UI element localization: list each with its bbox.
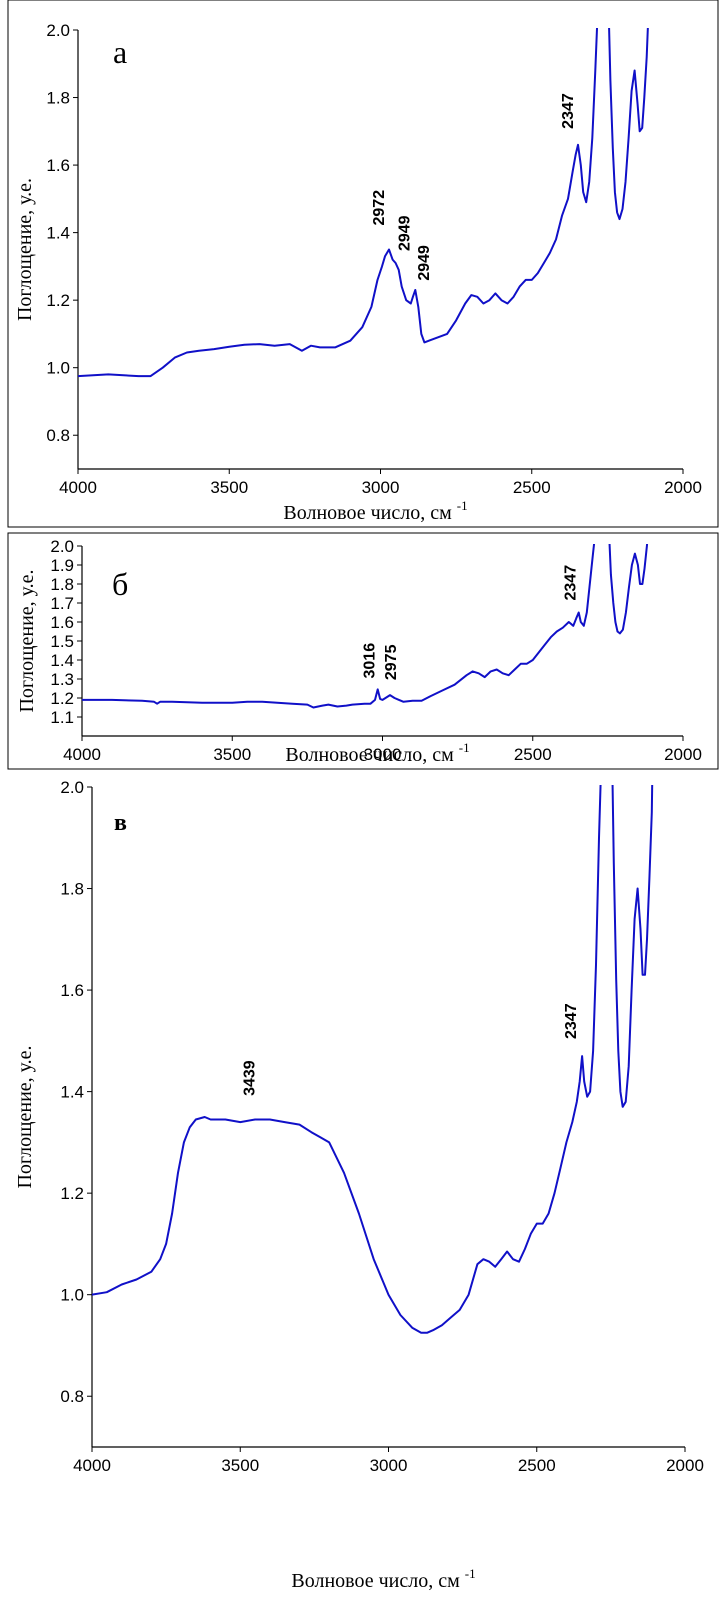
x-tick-label: 2000 [666, 1456, 704, 1475]
peak-label: 2949 [416, 245, 433, 281]
peak-label: 2347 [563, 1003, 580, 1039]
x-tick-label: 2000 [664, 745, 702, 764]
x-tick-label: 3000 [370, 1456, 408, 1475]
y-axis-title: Поглощение, у.е. [16, 569, 38, 712]
spectrum-line [78, 0, 653, 376]
x-tick-label: 3500 [221, 1456, 259, 1475]
y-tick-label: 2.0 [60, 778, 84, 797]
x-axis-title: Волновое число, см -1 [285, 740, 469, 766]
spectrum-line [82, 531, 653, 708]
y-tick-label: 1.8 [60, 880, 84, 899]
y-tick-label: 1.2 [60, 1184, 84, 1203]
y-tick-label: 1.5 [50, 632, 74, 651]
panel-letter: б [112, 566, 128, 602]
y-axis-title: Поглощение, у.е. [14, 1045, 36, 1188]
y-tick-label: 1.2 [50, 689, 74, 708]
x-tick-label: 2500 [514, 745, 552, 764]
x-tick-label: 4000 [73, 1456, 111, 1475]
x-tick-label: 3500 [210, 478, 248, 497]
peak-label: 2949 [397, 215, 414, 251]
peak-label: 2347 [560, 93, 577, 129]
y-tick-label: 2.0 [46, 21, 70, 40]
panel-letter: а [113, 34, 127, 70]
y-tick-label: 1.4 [46, 224, 70, 243]
panel-frame [8, 0, 718, 527]
y-tick-label: 1.1 [50, 708, 74, 727]
y-tick-label: 1.0 [46, 359, 70, 378]
x-tick-label: 3500 [213, 745, 251, 764]
peak-label: 2347 [563, 565, 580, 601]
y-tick-label: 1.6 [46, 156, 70, 175]
x-axis-title: Волновое число, см -1 [283, 498, 467, 524]
y-tick-label: 1.7 [50, 594, 74, 613]
y-tick-label: 1.9 [50, 556, 74, 575]
panel-b: 1.11.21.31.41.51.61.71.81.92.0 4000 3500 30… [0, 531, 726, 772]
y-tick-label: 1.8 [46, 89, 70, 108]
peak-label: 2975 [383, 644, 400, 680]
y-tick-label: 1.4 [50, 651, 74, 670]
peak-label: 3016 [362, 643, 379, 679]
x-tick-label: 2000 [664, 478, 702, 497]
peak-label: 3439 [241, 1060, 258, 1096]
y-tick-label: 1.2 [46, 291, 70, 310]
x-tick-label: 4000 [63, 745, 101, 764]
panel-c: 0.8 1.0 1.2 1.4 1.6 1.8 2.0 4000 3500 3000 2500 200… [0, 769, 726, 1597]
y-tick-label: 1.3 [50, 670, 74, 689]
y-tick-label: 1.6 [60, 981, 84, 1000]
y-tick-label: 1.6 [50, 613, 74, 632]
x-tick-label: 2500 [518, 1456, 556, 1475]
y-tick-label: 0.8 [46, 426, 70, 445]
y-tick-label: 2.0 [50, 537, 74, 556]
x-axis-title: Волновое число, см -1 [291, 1566, 475, 1592]
y-tick-label: 0.8 [60, 1387, 84, 1406]
y-axis-title: Поглощение, у.е. [14, 178, 36, 321]
peak-label: 2972 [371, 190, 388, 226]
panel-letter: в [114, 810, 127, 836]
panel-a: 0.8 1.0 1.2 1.4 1.6 1.8 2.0 4000 3500 3000 2500 200… [0, 0, 726, 531]
x-tick-label: 3000 [362, 478, 400, 497]
x-tick-label: 2500 [513, 478, 551, 497]
y-tick-label: 1.0 [60, 1286, 84, 1305]
x-tick-label: 4000 [59, 478, 97, 497]
y-tick-label: 1.4 [60, 1083, 84, 1102]
spectrum-line [92, 769, 655, 1333]
y-tick-label: 1.8 [50, 575, 74, 594]
